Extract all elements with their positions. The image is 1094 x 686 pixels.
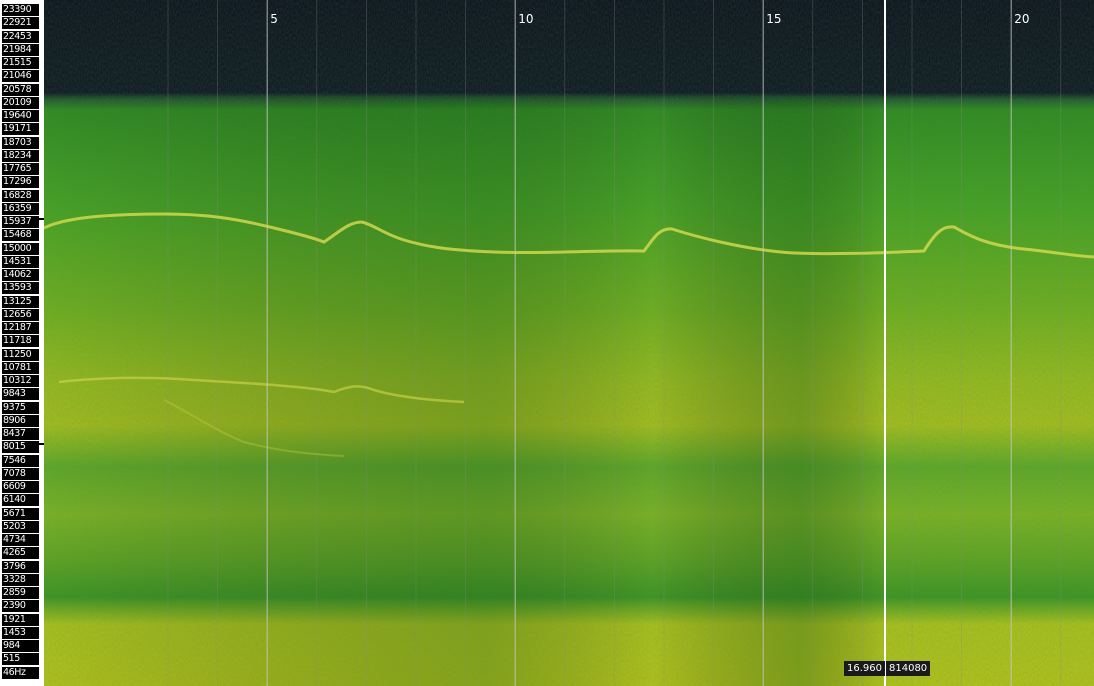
cursor-sample-readout: 814080 xyxy=(886,661,931,676)
frequency-label: 5671 xyxy=(2,507,39,520)
frequency-label: 8015 xyxy=(2,441,39,454)
frequency-label: 14531 xyxy=(2,255,39,268)
frequency-label: 13125 xyxy=(2,295,39,308)
frequency-label: 6609 xyxy=(2,481,39,493)
spectrogram-image[interactable] xyxy=(44,0,1094,686)
frequency-label: 1453 xyxy=(2,626,39,639)
frequency-label: 18234 xyxy=(2,149,39,162)
time-label: 15 xyxy=(766,12,782,26)
frequency-label: 17765 xyxy=(2,163,39,175)
frequency-label: 12656 xyxy=(2,308,39,321)
frequency-label: 11718 xyxy=(2,335,39,348)
frequency-label: 2390 xyxy=(2,600,39,613)
frequency-label: 12187 xyxy=(2,322,39,334)
frequency-label: 7546 xyxy=(2,454,39,467)
frequency-label: 8437 xyxy=(2,428,39,440)
frequency-label: 22453 xyxy=(2,30,39,43)
frequency-label: 16828 xyxy=(2,189,39,202)
frequency-label: 515 xyxy=(2,653,39,666)
frequency-label: 9375 xyxy=(2,401,39,414)
frequency-label: 23390 xyxy=(2,4,39,16)
frequency-label: 20109 xyxy=(2,96,39,109)
frequency-axis: 23390 22921 22453 21984 21515 21046 20578 20109… xyxy=(0,0,44,686)
time-label: 5 xyxy=(270,12,278,26)
frequency-label: 20578 xyxy=(2,83,39,96)
frequency-label: 13593 xyxy=(2,282,39,295)
frequency-label: 22921 xyxy=(2,17,39,30)
spectrogram-view[interactable]: 5 10 15 20 16.960 814080 xyxy=(44,0,1094,686)
cursor-time-readout: 16.960 xyxy=(844,661,885,676)
frequency-label: 7078 xyxy=(2,467,39,480)
frequency-label: 2859 xyxy=(2,587,39,599)
frequency-label: 21984 xyxy=(2,43,39,56)
frequency-label: 10781 xyxy=(2,361,39,374)
frequency-label: 16359 xyxy=(2,202,39,215)
frequency-label: 18703 xyxy=(2,136,39,149)
frequency-label: 3328 xyxy=(2,573,39,586)
playback-cursor[interactable] xyxy=(884,0,886,686)
frequency-label: 19171 xyxy=(2,123,39,136)
frequency-label: 21515 xyxy=(2,57,39,69)
axis-major-tick xyxy=(36,443,44,446)
frequency-label: 8906 xyxy=(2,414,39,427)
frequency-label: 3796 xyxy=(2,560,39,573)
frequency-label: 9843 xyxy=(2,388,39,401)
frequency-label: 17296 xyxy=(2,176,39,189)
time-label: 10 xyxy=(518,12,534,26)
frequency-label: 4265 xyxy=(2,547,39,560)
frequency-label: 19640 xyxy=(2,110,39,122)
axis-major-tick xyxy=(36,218,44,220)
frequency-label: 15937 xyxy=(2,216,39,228)
frequency-label: 4734 xyxy=(2,534,39,546)
frequency-label: 1921 xyxy=(2,613,39,626)
frequency-label: 984 xyxy=(2,640,39,652)
frequency-label: 10312 xyxy=(2,375,39,387)
frequency-label: 14062 xyxy=(2,269,39,281)
frequency-label: 15468 xyxy=(2,229,39,242)
frequency-label: 46Hz xyxy=(2,666,39,679)
frequency-label: 15000 xyxy=(2,242,39,255)
frequency-label: 5203 xyxy=(2,520,39,533)
frequency-label: 11250 xyxy=(2,348,39,361)
frequency-label: 21046 xyxy=(2,70,39,83)
frequency-label: 6140 xyxy=(2,494,39,507)
time-label: 20 xyxy=(1014,12,1030,26)
